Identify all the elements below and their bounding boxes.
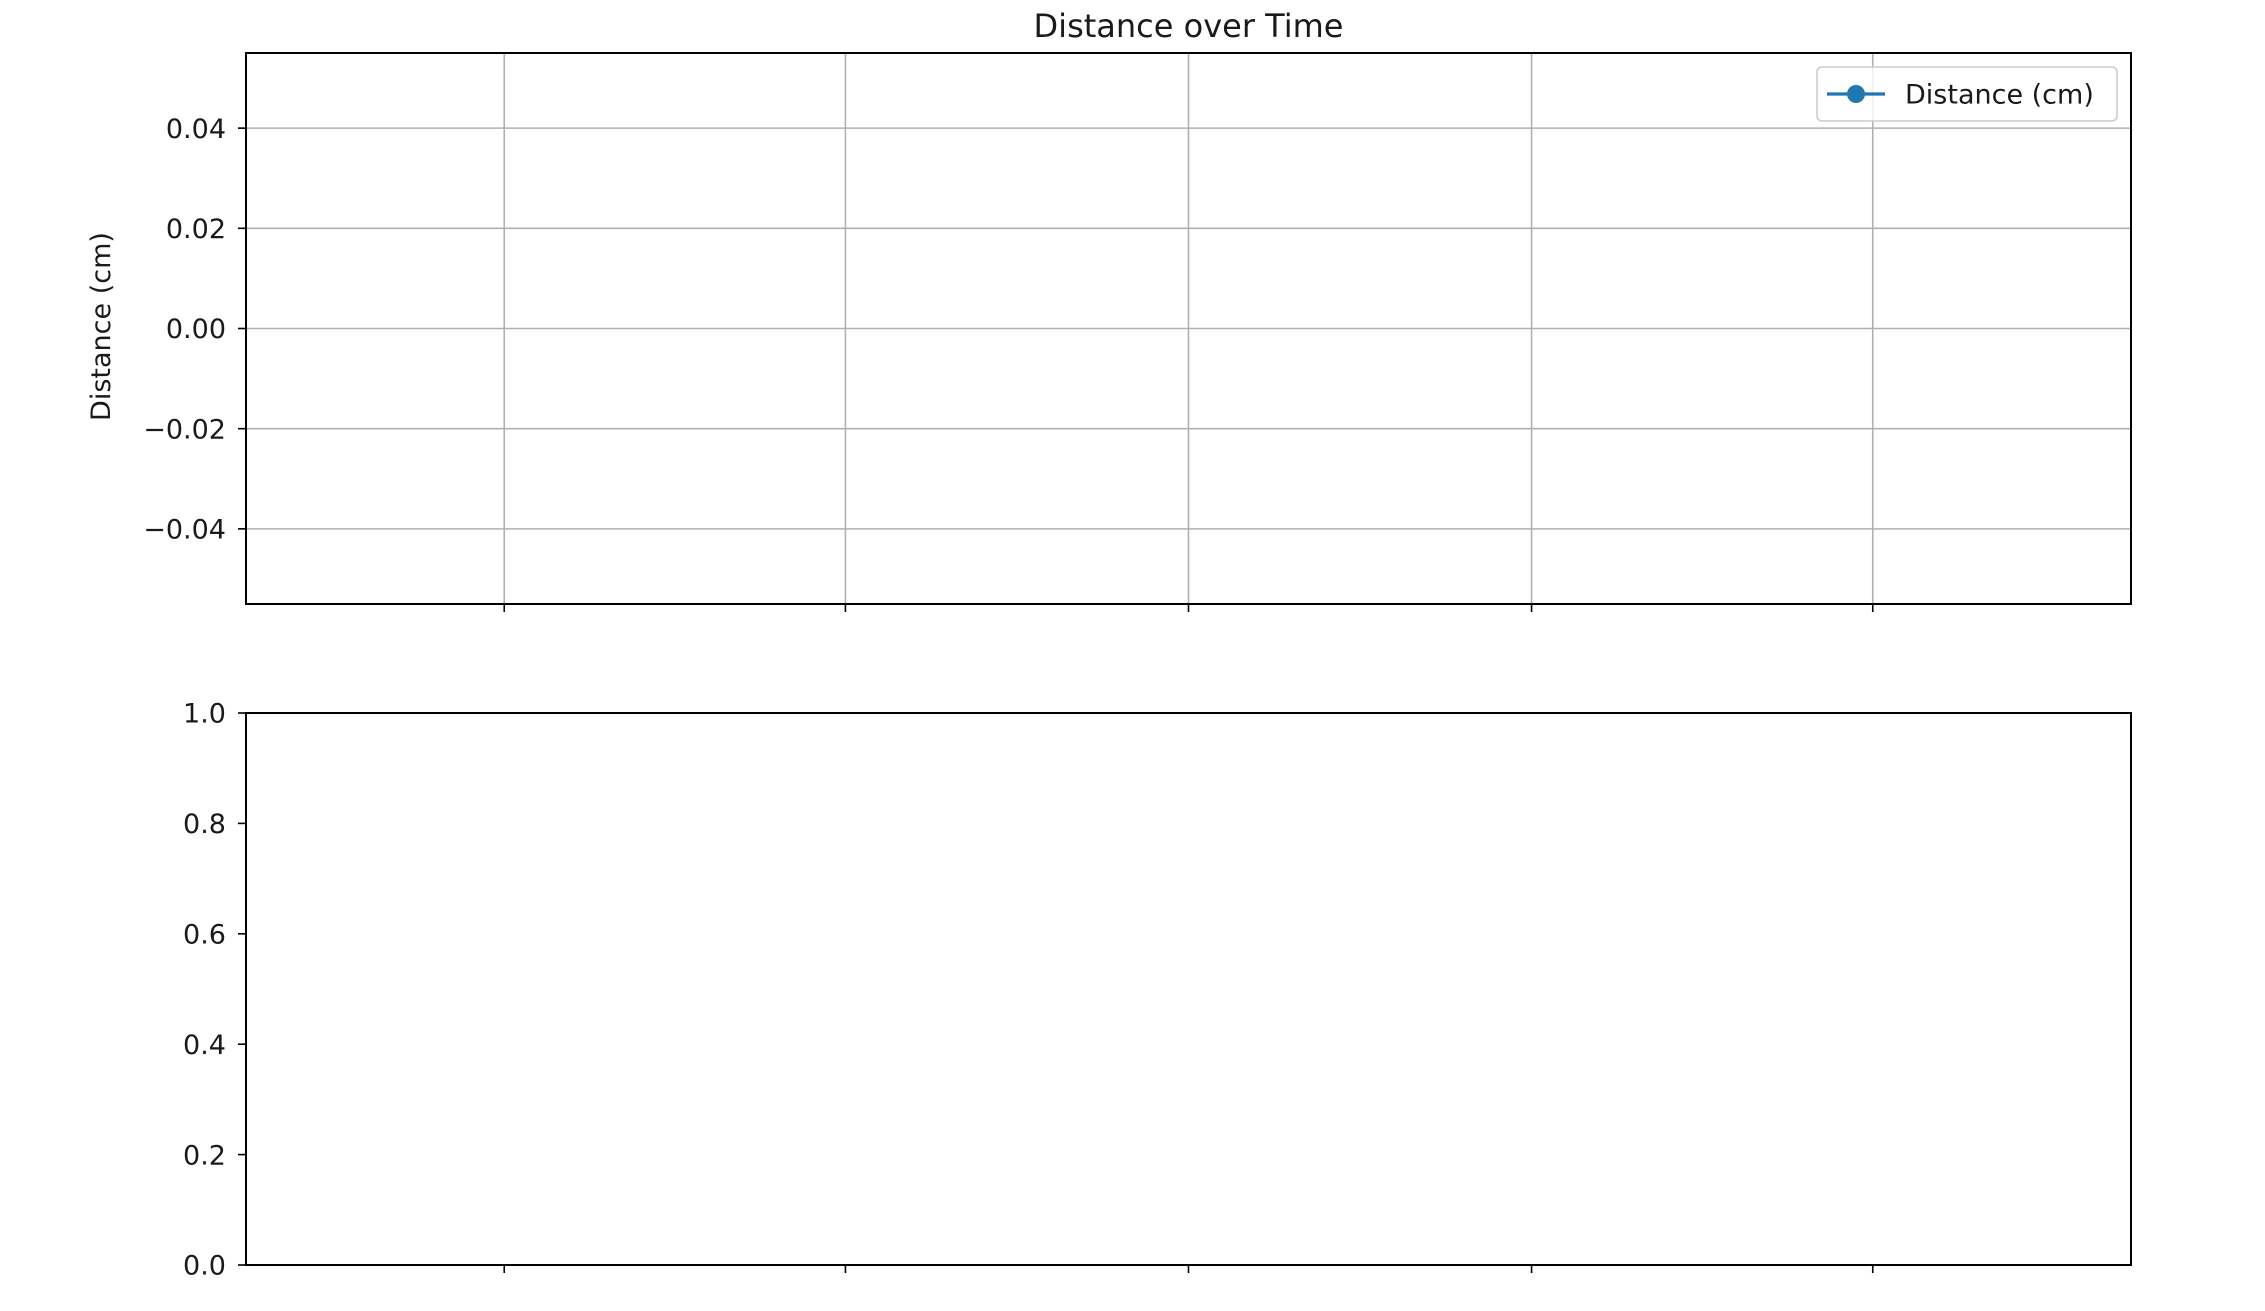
- legend-label: Distance (cm): [1905, 80, 2094, 111]
- y-tick-label: 0.04: [166, 114, 226, 145]
- y-tick-label: −0.02: [143, 414, 226, 445]
- y-axis-label: Distance (cm): [86, 232, 117, 421]
- y-tick-label: 0.0: [183, 1251, 226, 1282]
- bottom-axes: 1.0 0.8 0.6 0.4 0.2 0.0: [183, 699, 2132, 1282]
- y-tick-label: 1.0: [183, 699, 226, 730]
- y-tick-label: 0.6: [183, 920, 226, 951]
- chart-title: Distance over Time: [1034, 7, 1344, 45]
- axes-background: [246, 713, 2131, 1265]
- axes-frame: [245, 712, 2132, 1266]
- y-tick-label: 0.00: [166, 314, 226, 345]
- y-tick-label: 0.2: [183, 1140, 226, 1171]
- grid-lines: [246, 53, 2131, 604]
- y-tick-label: 0.02: [166, 214, 226, 245]
- legend: Distance (cm): [1816, 66, 2118, 122]
- y-tick-label: −0.04: [143, 515, 226, 546]
- legend-marker: [1847, 85, 1865, 103]
- y-tick-label: 0.8: [183, 809, 226, 840]
- y-tick-label: 0.4: [183, 1030, 226, 1061]
- axes-frame: [245, 52, 2132, 605]
- legend-box: [1816, 66, 2118, 122]
- top-axes: 0.04 0.02 0.00 −0.02 −0.04 Distance over Time…: [86, 7, 2132, 612]
